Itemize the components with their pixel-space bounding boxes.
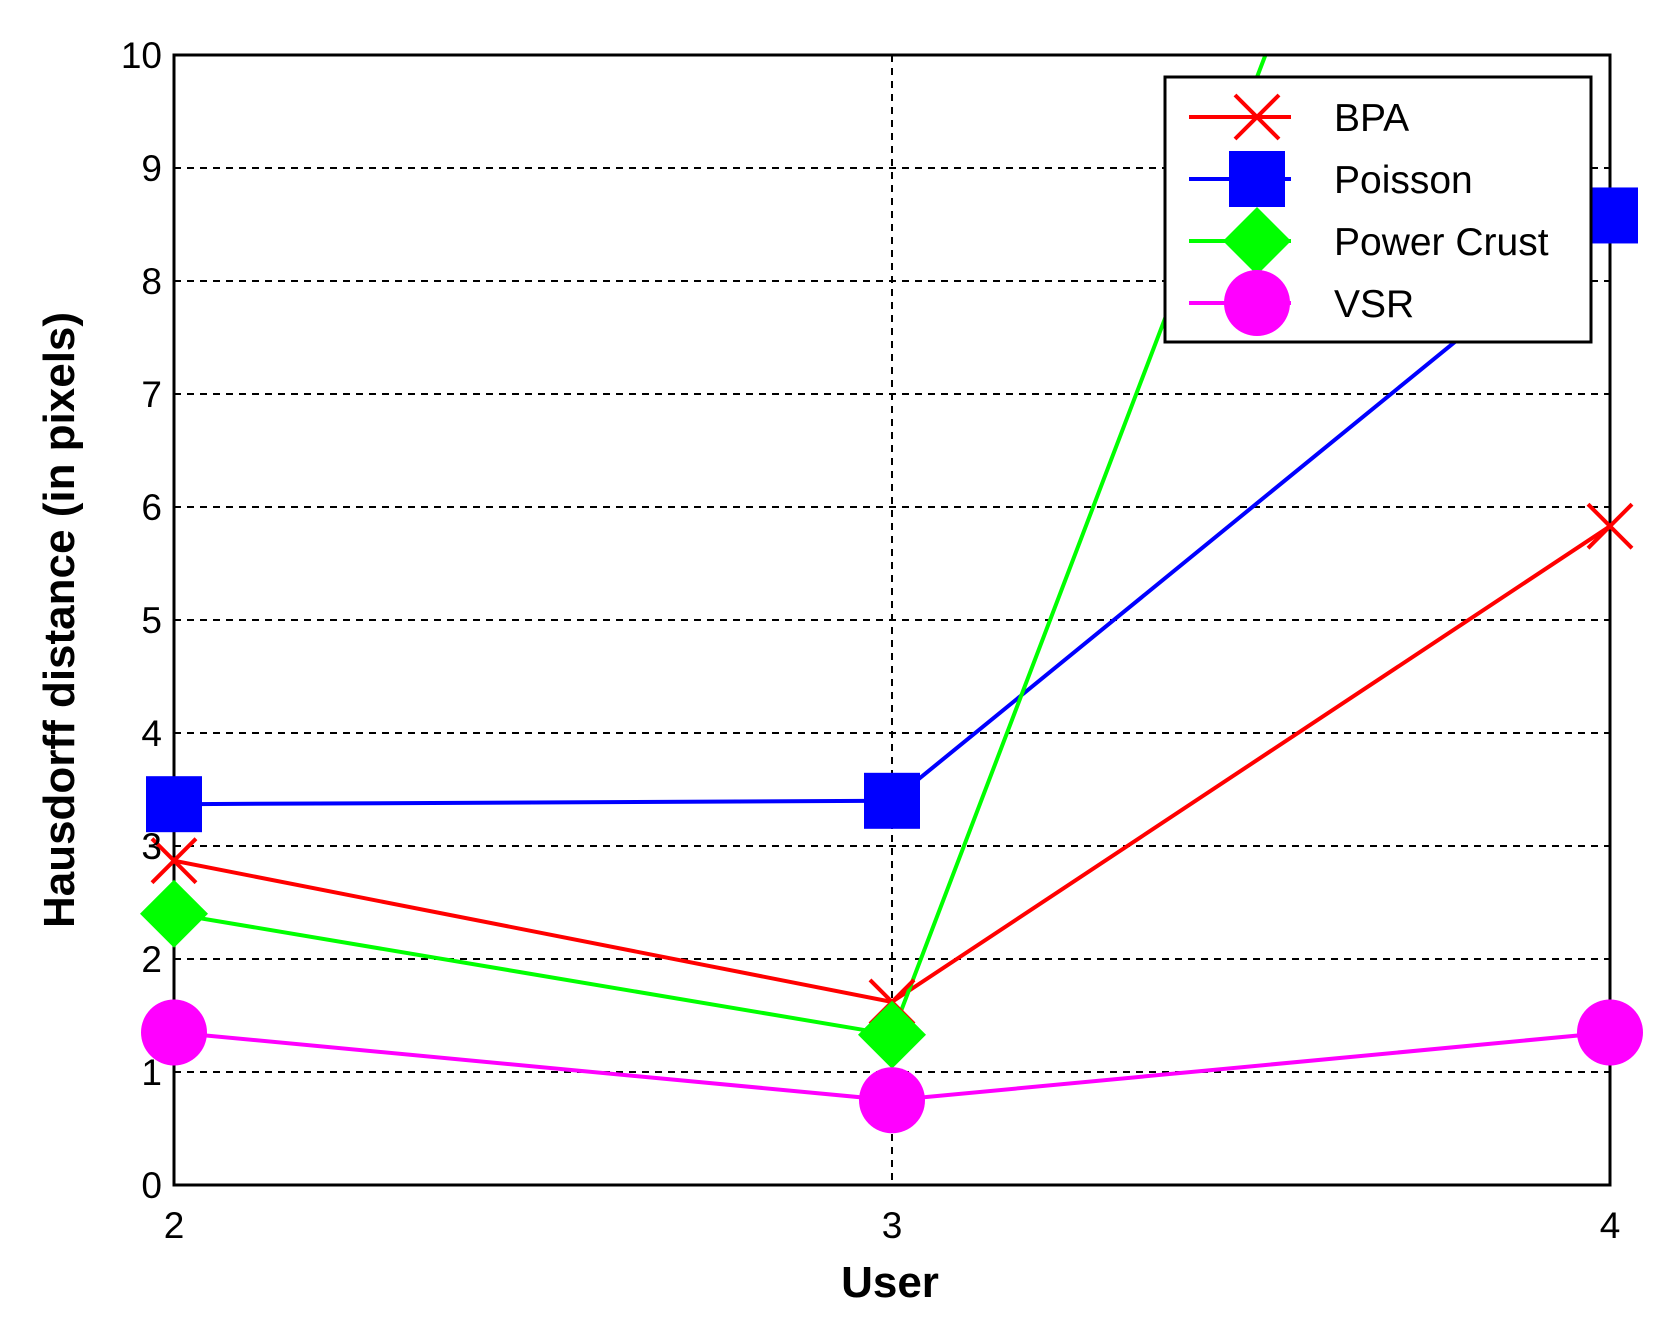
legend-label-power-crust: Power Crust (1334, 221, 1549, 264)
y-tick-label: 4 (141, 713, 162, 754)
y-tick-label: 10 (121, 35, 162, 76)
data-point-bpa (150, 837, 198, 885)
plot-frame (172, 53, 1612, 1187)
y-tick-label: 3 (141, 826, 162, 867)
y-tick-label: 9 (141, 148, 162, 189)
y-tick-label: 6 (141, 487, 162, 528)
y-axis-label: Hausdorff distance (in pixels) (35, 312, 84, 928)
legend-marker-poisson (1229, 151, 1285, 207)
x-axis-label: User (841, 1258, 939, 1307)
legend-marker-bpa (1233, 93, 1281, 141)
y-tick-label: 1 (141, 1052, 162, 1093)
legend-label-bpa: BPA (1334, 97, 1409, 140)
x-tick-label: 3 (882, 1205, 903, 1246)
data-point-bpa (1586, 502, 1634, 550)
x-tick-label: 2 (164, 1205, 185, 1246)
marker-group (140, 187, 1643, 1134)
legend: BPA Poisson Power Crust VSR (1163, 75, 1593, 344)
x-tick-label: 4 (1600, 1205, 1621, 1246)
legend-marker-vsr (1224, 270, 1290, 336)
data-point-vsr (141, 999, 207, 1066)
y-tick-label: 7 (141, 374, 162, 415)
legend-label-poisson: Poisson (1334, 159, 1473, 202)
grid-lines (174, 55, 1610, 1185)
data-point-power-crust (858, 1000, 926, 1069)
y-tick-label: 5 (141, 600, 162, 641)
tick-labels: 0 1 2 3 4 5 6 7 8 9 10 2 3 4 (121, 35, 1620, 1246)
legend-marker-power-crust (1223, 207, 1291, 275)
legend-label-vsr: VSR (1334, 283, 1414, 326)
data-point-poisson (146, 776, 202, 833)
data-point-power-crust (140, 879, 208, 948)
y-tick-label: 8 (141, 261, 162, 302)
y-tick-label: 2 (141, 939, 162, 980)
y-tick-label: 0 (141, 1165, 162, 1206)
data-point-vsr (859, 1067, 925, 1134)
data-point-poisson (864, 772, 920, 829)
data-point-vsr (1577, 999, 1643, 1066)
